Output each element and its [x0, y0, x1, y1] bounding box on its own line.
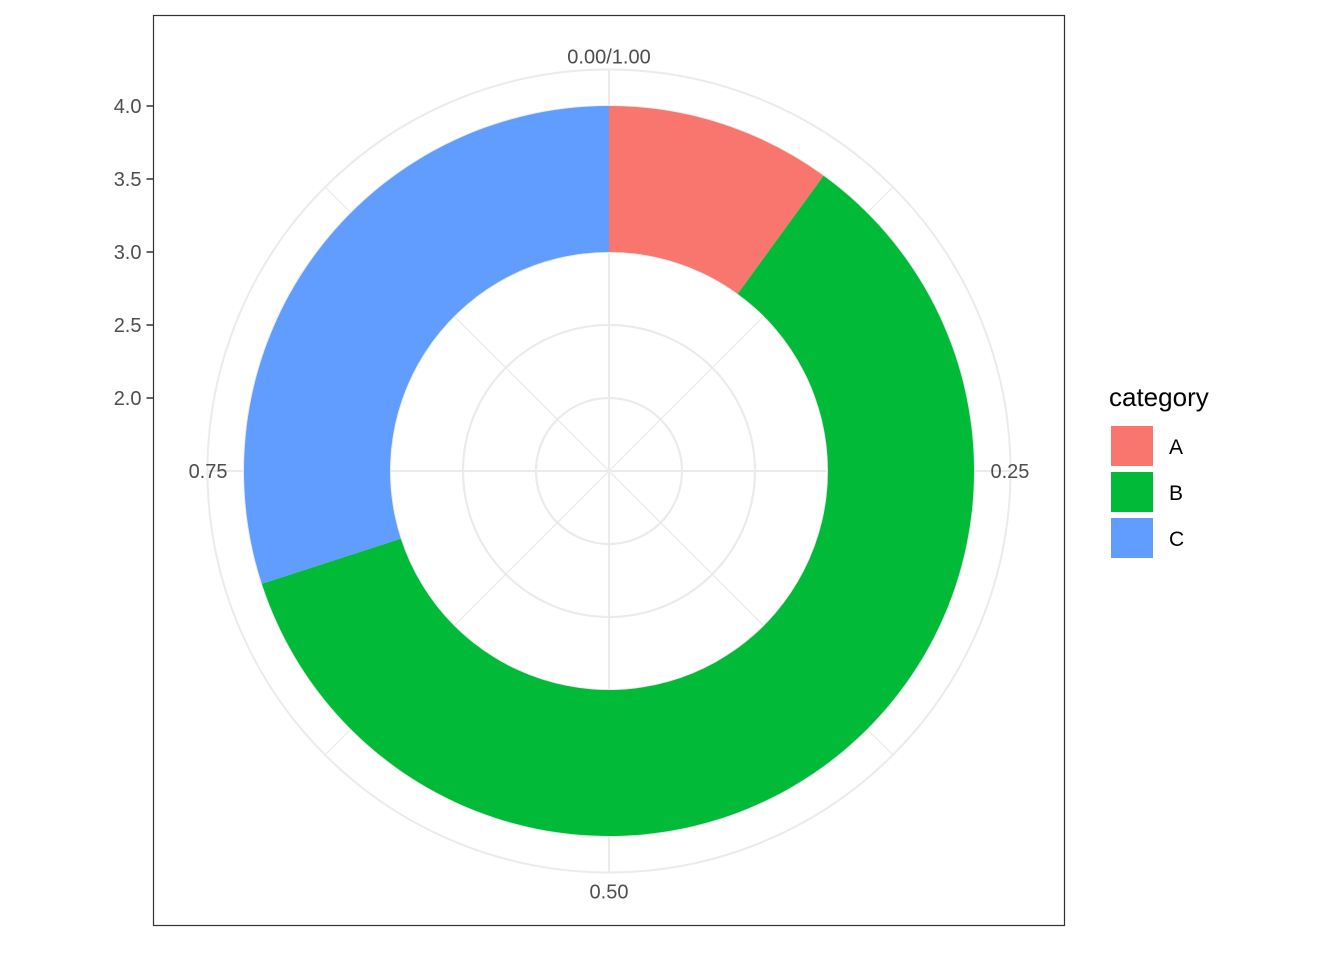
- inner-grid-spoke-7: [454, 316, 610, 472]
- theta-tick-label-3: 0.75: [189, 461, 228, 483]
- r-tick-label-2: 3.0: [114, 242, 142, 264]
- inner-grid-spoke-3: [608, 470, 764, 626]
- r-tick-label-4: 4.0: [114, 96, 142, 118]
- legend-swatch-B: [1111, 472, 1153, 512]
- legend-swatch-C: [1111, 518, 1153, 558]
- slice-B: [261, 175, 975, 836]
- inner-grid-overlay: [391, 253, 827, 689]
- legend-title: category: [1109, 382, 1209, 412]
- theta-tick-label-2: 0.50: [590, 882, 629, 904]
- theta-tick-label-1: 0.25: [991, 461, 1030, 483]
- r-tick-label-0: 2.0: [114, 388, 142, 410]
- theta-tick-label-0: 0.00/1.00: [567, 47, 650, 69]
- legend-swatch-A: [1111, 426, 1153, 466]
- angle-axis-labels: 0.00/1.00 0.25 0.50 0.75: [189, 47, 1030, 904]
- donut-slices: [243, 106, 975, 836]
- legend-label-C: C: [1169, 528, 1184, 551]
- radial-axis: 2.0 2.5 3.0 3.5 4.0: [114, 96, 154, 410]
- legend: category ABC: [1109, 382, 1209, 558]
- legend-label-A: A: [1169, 436, 1183, 459]
- slice-C: [243, 106, 609, 584]
- r-tick-label-3: 3.5: [114, 169, 142, 191]
- legend-label-B: B: [1169, 482, 1183, 505]
- slice-A: [609, 106, 824, 294]
- inner-grid-spoke-5: [454, 470, 610, 626]
- panel-border: [152, 14, 1066, 927]
- r-tick-label-1: 2.5: [114, 315, 142, 337]
- inner-grid-spoke-1: [608, 316, 764, 472]
